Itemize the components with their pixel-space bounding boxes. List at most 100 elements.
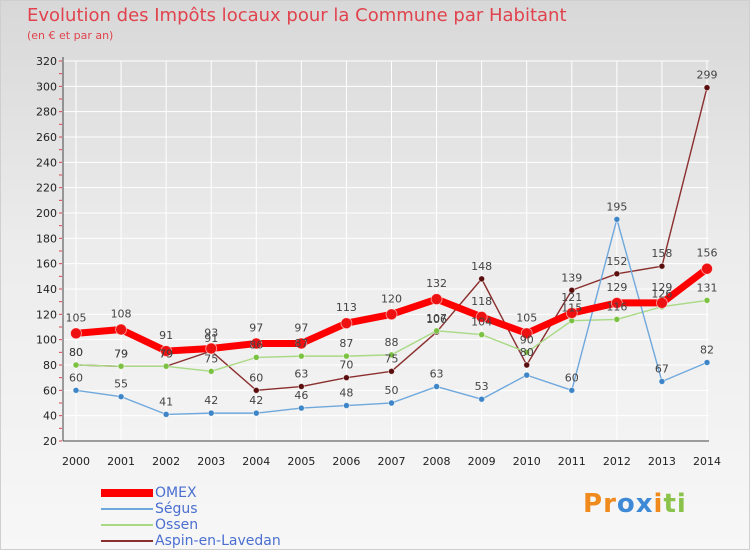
data-point: [478, 395, 486, 403]
data-point: [297, 383, 305, 390]
data-point: [658, 378, 666, 385]
y-tick-label: 120: [36, 308, 57, 321]
data-label: 75: [385, 352, 399, 365]
data-point: [385, 308, 398, 321]
y-tick-label: 300: [36, 80, 57, 93]
data-point: [252, 353, 260, 361]
y-tick-label: 100: [36, 334, 57, 347]
data-label: 129: [651, 281, 672, 294]
data-point: [252, 409, 260, 417]
legend-label: OMEX: [155, 485, 197, 501]
data-label: 70: [339, 359, 353, 372]
logo-letter: P: [583, 489, 604, 519]
y-tick-label: 200: [36, 207, 57, 220]
y-tick-label: 180: [36, 232, 57, 245]
y-tick-label: 140: [36, 283, 57, 296]
data-point: [117, 393, 125, 401]
data-point: [568, 386, 576, 394]
data-point: [658, 262, 666, 270]
data-point: [388, 351, 395, 359]
x-tick-label: 2006: [332, 455, 360, 468]
data-label: 55: [114, 378, 128, 391]
data-label: 132: [426, 277, 447, 290]
data-point: [701, 262, 713, 275]
data-point: [340, 317, 353, 330]
x-tick-label: 2004: [242, 455, 270, 468]
y-tick-label: 20: [43, 435, 57, 448]
x-tick-label: 2005: [287, 455, 315, 468]
data-point: [343, 352, 350, 360]
data-point: [343, 402, 350, 409]
data-point: [160, 345, 173, 357]
logo-letter: r: [603, 489, 617, 519]
y-tick-label: 260: [36, 131, 57, 144]
x-tick-label: 2003: [197, 455, 225, 468]
y-tick-label: 280: [36, 106, 57, 119]
data-point: [388, 399, 395, 407]
x-tick-label: 2013: [648, 455, 676, 468]
data-label: 118: [471, 295, 492, 308]
data-label: 75: [204, 352, 218, 365]
data-label: 126: [651, 288, 672, 301]
data-labels-ossen: 80 79 79 75 86 87 87 88 107 104 90 115 116 126 131: [69, 281, 718, 365]
legend-swatch: [101, 508, 153, 510]
data-point: [433, 383, 440, 390]
data-label: 129: [606, 281, 627, 294]
data-label: 63: [294, 368, 308, 381]
data-point: [70, 327, 82, 340]
data-point: [565, 307, 578, 319]
data-label: 63: [430, 368, 444, 381]
data-label: 50: [385, 384, 399, 397]
data-point: [388, 367, 395, 375]
data-label: 79: [159, 347, 173, 360]
x-tick-label: 2012: [603, 455, 631, 468]
data-label: 60: [249, 371, 263, 384]
data-label: 80: [69, 346, 83, 359]
data-label: 80: [520, 346, 534, 359]
data-label: 79: [159, 347, 173, 360]
data-point: [523, 361, 531, 369]
y-tick-label: 60: [43, 384, 57, 397]
data-label: 121: [561, 291, 582, 304]
legend-item: Ségus: [101, 501, 281, 517]
y-tick-label: 240: [36, 156, 57, 169]
data-point: [703, 84, 711, 91]
data-point: [207, 409, 215, 417]
data-label: 91: [159, 329, 173, 342]
logo-letter: i: [676, 489, 687, 519]
data-label: 156: [697, 247, 718, 260]
data-point: [115, 323, 127, 336]
data-label: 106: [426, 313, 447, 326]
data-label: 91: [204, 332, 218, 345]
data-point: [520, 327, 533, 340]
data-point: [433, 327, 440, 335]
data-label: 195: [606, 200, 627, 213]
data-label: 87: [294, 337, 308, 350]
legend-label: Aspin-en-Lavedan: [155, 533, 281, 549]
data-label: 79: [114, 347, 128, 360]
data-label: 42: [204, 394, 218, 407]
data-point: [72, 361, 80, 369]
data-point: [610, 297, 623, 309]
logo-letter: i: [653, 489, 664, 519]
data-label: 60: [69, 371, 83, 384]
data-label: 115: [561, 302, 582, 315]
data-point: [613, 270, 621, 278]
y-axis-minor-ticks: [59, 60, 62, 442]
legend-swatch: [101, 540, 153, 542]
data-label: 42: [249, 394, 263, 407]
logo-letter: x: [635, 489, 654, 519]
x-tick-label: 2007: [378, 455, 406, 468]
data-label: 131: [697, 281, 718, 294]
logo-letter: o: [616, 489, 636, 519]
data-label: 139: [561, 271, 582, 284]
legend-swatch: [101, 489, 153, 497]
data-point: [703, 296, 711, 304]
data-label: 88: [385, 336, 399, 349]
data-point: [523, 348, 531, 356]
data-label: 41: [159, 395, 173, 408]
data-label: 158: [651, 247, 672, 260]
x-tick-label: 2010: [513, 455, 541, 468]
chart-title: Evolution des Impôts locaux pour la Comm…: [27, 5, 567, 26]
